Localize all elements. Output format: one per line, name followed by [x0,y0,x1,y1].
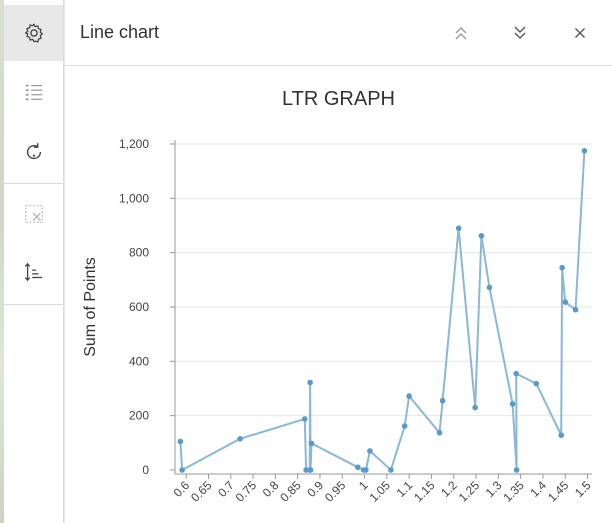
list-icon [25,84,42,101]
x-axis-ticks: 0.60.65 0.70.75 0.80.85 0.90.95 11.05 1.11.15… [171,474,594,505]
close-button[interactable] [568,21,592,45]
data-point[interactable] [559,264,565,271]
x-tick-label: 1.25 [456,478,483,505]
y-axis-ticks: 0 200 400 600 800 1,000 1,200 [119,137,175,477]
data-point[interactable] [307,379,313,386]
x-tick-label: 1.15 [411,478,438,505]
collapse-down-button[interactable] [508,21,532,45]
y-tick-label: 0 [142,463,149,477]
side-toolbar [4,0,64,523]
y-tick-label: 1,000 [119,191,149,205]
data-point[interactable] [177,438,184,445]
collapse-up-button[interactable] [449,21,473,45]
sort-icon [24,262,42,282]
y-axis-title: Sum of Points [82,257,99,357]
toolbar-divider [4,304,63,305]
select-button[interactable] [4,186,63,242]
data-point[interactable] [406,393,412,399]
rotate-icon [26,143,41,160]
data-point[interactable] [562,299,569,305]
data-point[interactable] [509,401,516,407]
x-tick-label: 1.45 [545,478,572,505]
x-tick-label: 1.5 [572,478,594,500]
x-tick-label: 0.85 [277,478,304,505]
selection-icon [24,205,43,223]
chart-grid [175,143,592,417]
data-point[interactable] [367,448,373,454]
data-point[interactable] [179,467,185,473]
toolbar-divider [4,183,63,184]
data-point[interactable] [401,423,408,429]
data-point[interactable] [308,440,315,447]
data-point[interactable] [439,397,446,404]
data-point[interactable] [301,416,308,422]
data-point[interactable] [455,225,462,232]
refresh-button[interactable] [4,124,63,180]
chevrons-down-icon [514,26,526,39]
data-point[interactable] [436,429,443,436]
data-point[interactable] [486,284,493,291]
y-tick-label: 1,200 [119,137,149,151]
data-point[interactable] [533,380,540,387]
data-point[interactable] [237,435,243,442]
data-point[interactable] [513,467,520,473]
x-tick-label: 1 [356,478,371,493]
data-point[interactable] [581,147,588,154]
sort-button[interactable] [4,244,63,300]
data-point[interactable] [558,432,565,439]
chevrons-up-icon [455,27,467,40]
y-tick-label: 800 [129,246,149,260]
data-point[interactable] [307,467,314,473]
y-tick-label: 400 [129,354,149,368]
data-point[interactable] [355,464,361,471]
x-tick-label: 1.05 [367,478,394,505]
map-background [0,0,4,523]
line-chart-panel: Line chart LTR GRAPH 0 200 400 600 800 1,000 1… [65,0,612,523]
data-point[interactable] [472,404,478,411]
x-tick-label: 0.75 [233,478,260,505]
data-point[interactable] [572,306,579,313]
y-tick-label: 200 [129,409,149,423]
x-tick-label: 1.35 [500,478,527,505]
panel-title: Line chart [80,22,160,42]
chart-title: LTR GRAPH [282,88,395,110]
chart-series [177,147,588,473]
gear-icon [24,23,43,43]
y-tick-label: 600 [129,300,149,314]
data-point[interactable] [513,370,519,377]
x-tick-label: 0.65 [188,478,215,505]
data-point[interactable] [478,233,485,239]
panel-header: Line chart [65,0,612,66]
x-tick-label: 0.95 [322,478,349,505]
data-point[interactable] [388,467,394,473]
close-icon [575,28,585,38]
legend-button[interactable] [4,64,63,120]
settings-button[interactable] [4,5,63,61]
data-point[interactable] [363,467,369,473]
